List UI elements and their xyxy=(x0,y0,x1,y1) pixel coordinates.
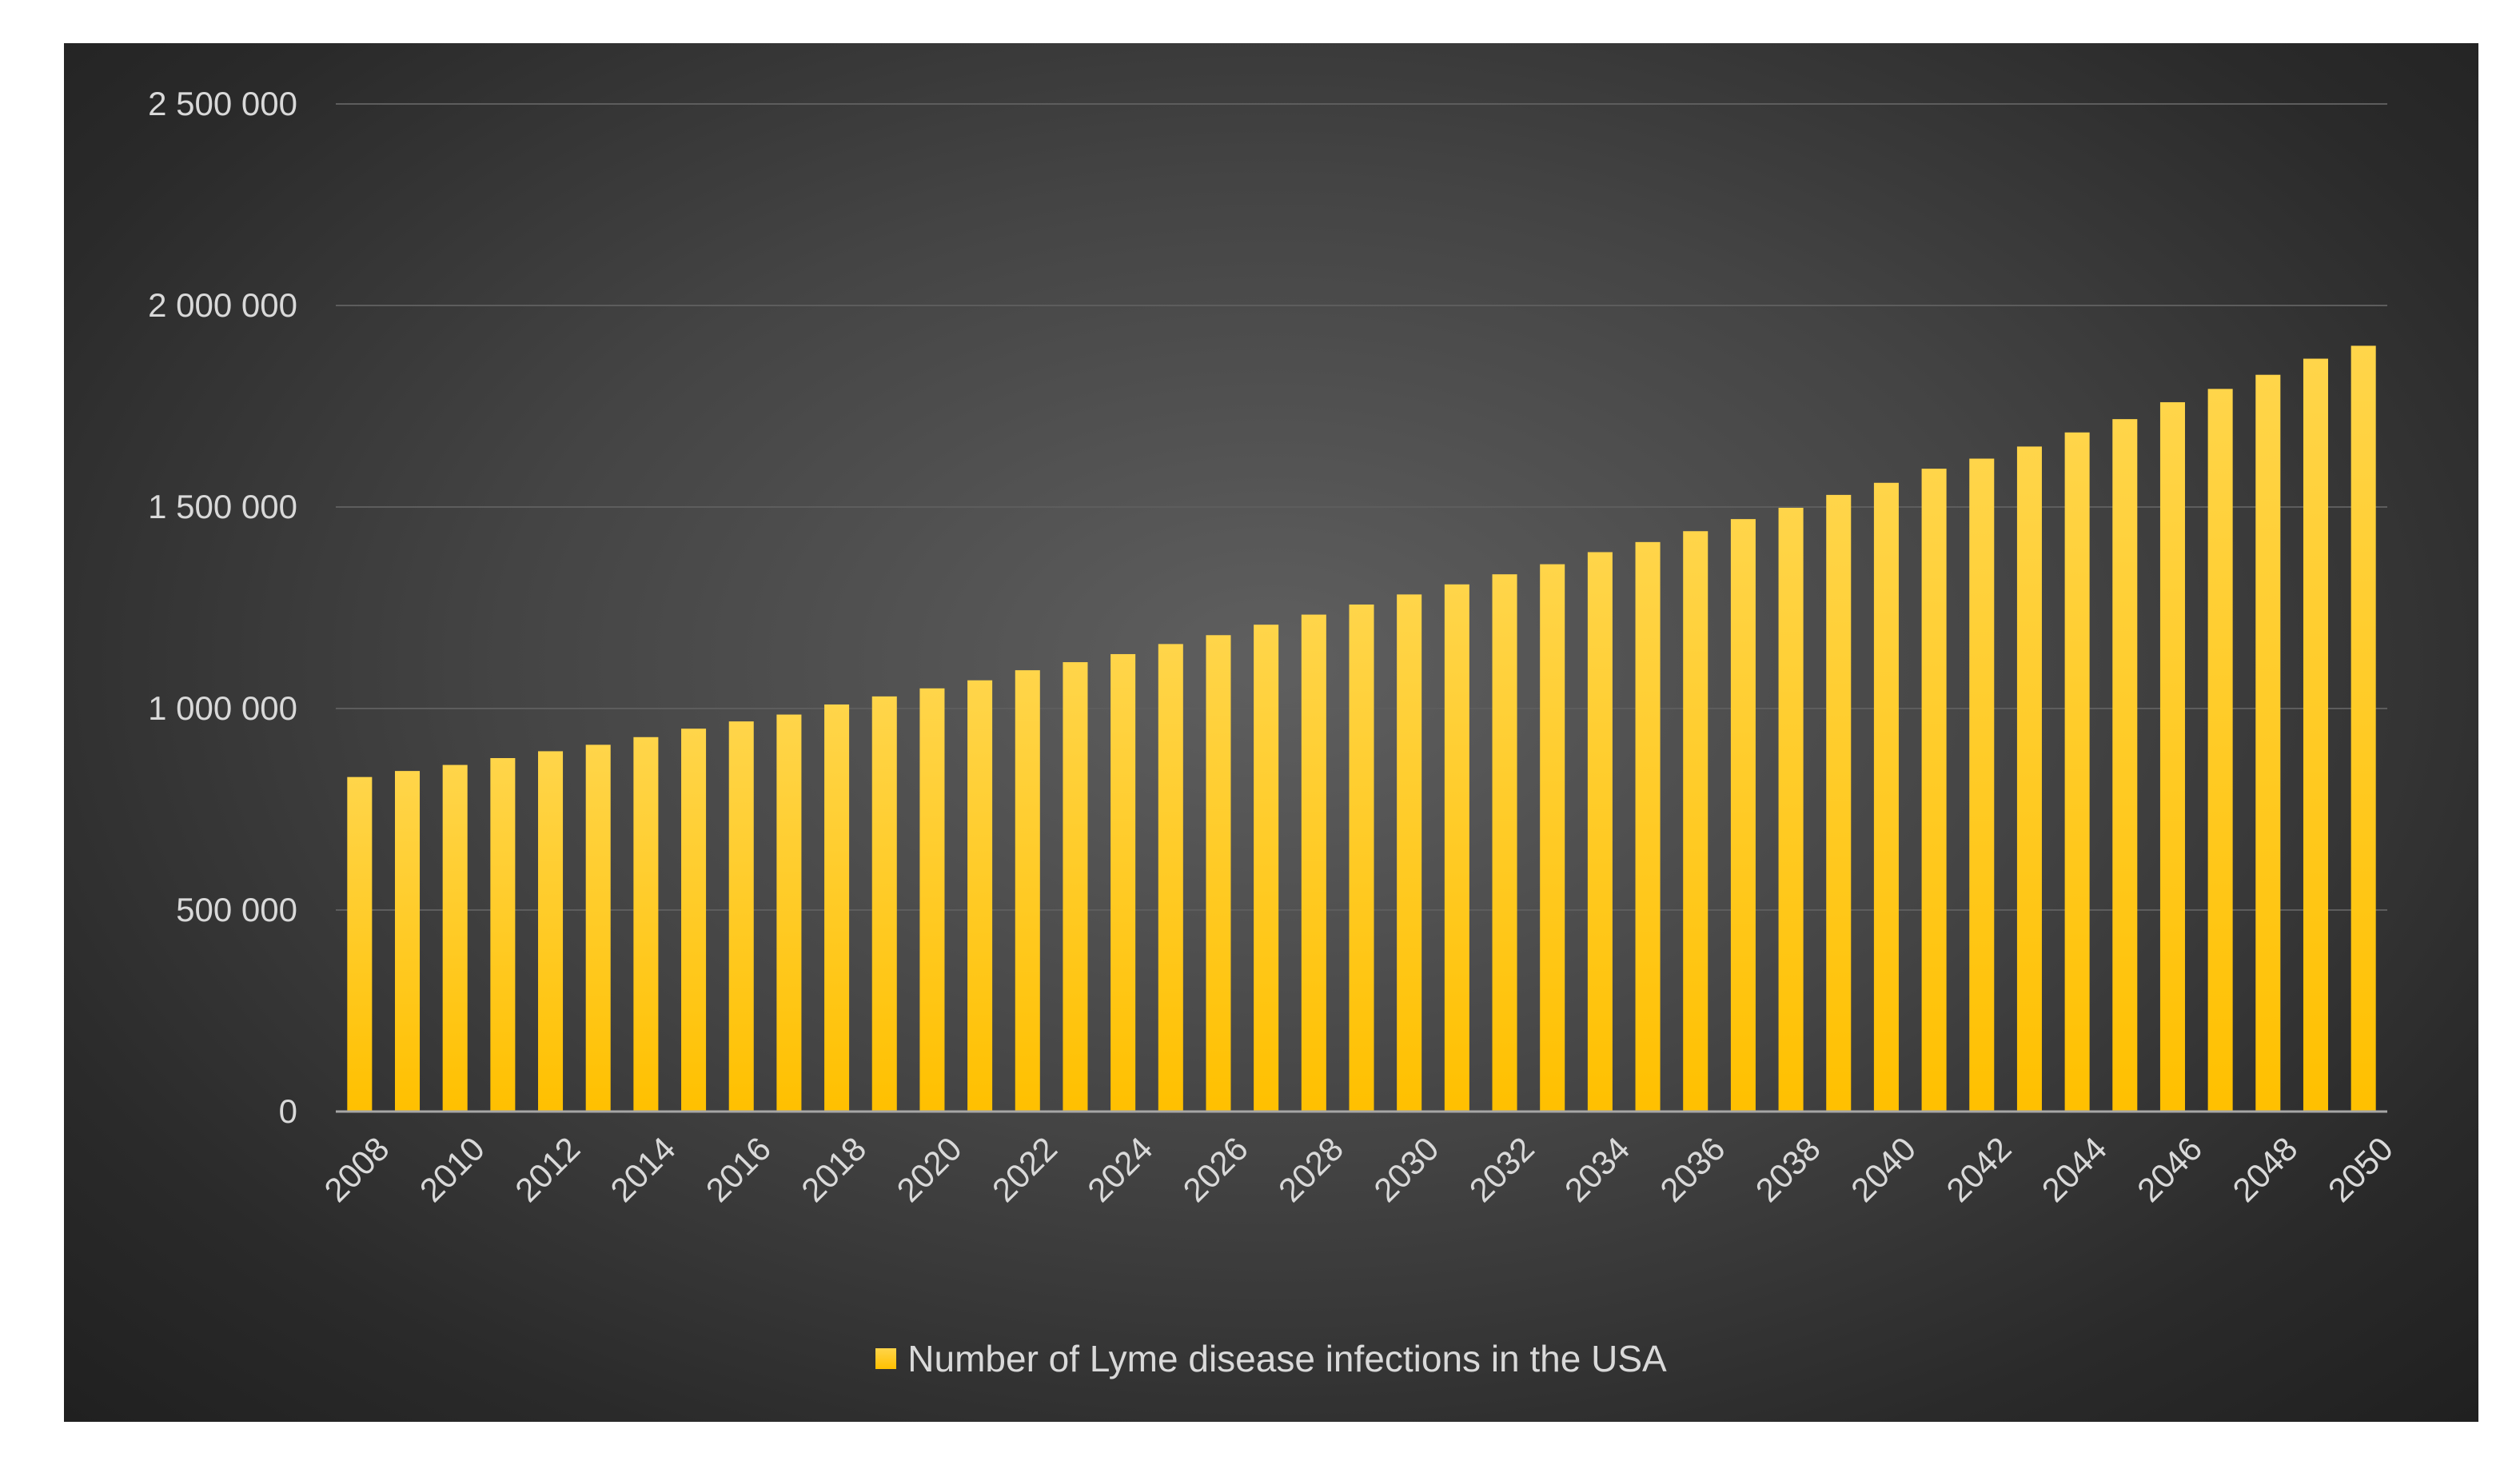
bar-2014 xyxy=(633,736,659,1112)
bar-2034 xyxy=(1587,552,1613,1112)
chart-panel: 0 500 000 1 000 000 1 500 000 2 000 000 2 500… xyxy=(64,43,2478,1422)
bars xyxy=(347,345,2376,1112)
x-tick-label: 2046 xyxy=(2130,1130,2209,1209)
bar-2049 xyxy=(2303,358,2329,1112)
x-tick-label: 2034 xyxy=(1557,1130,1637,1209)
bar-2043 xyxy=(2016,446,2042,1112)
bar-2036 xyxy=(1683,531,1709,1112)
x-tick-label: 2040 xyxy=(1844,1130,1923,1209)
bar-2019 xyxy=(871,696,897,1112)
x-tick-label: 2050 xyxy=(2321,1130,2400,1209)
x-tick-label: 2036 xyxy=(1653,1130,1732,1209)
legend-label: Number of Lyme disease infections in the… xyxy=(907,1338,1667,1379)
x-tick-label: 2030 xyxy=(1366,1130,1445,1209)
bar-2026 xyxy=(1206,635,1231,1112)
x-tick-label: 2032 xyxy=(1462,1130,1541,1209)
x-tick-label: 2022 xyxy=(985,1130,1064,1209)
legend: Number of Lyme disease infections in the… xyxy=(64,1337,2478,1380)
x-tick-label: 2026 xyxy=(1176,1130,1255,1209)
x-tick-label: 2038 xyxy=(1748,1130,1828,1209)
bar-2020 xyxy=(919,688,945,1112)
bar-2021 xyxy=(967,680,993,1112)
bar-2015 xyxy=(681,729,707,1112)
x-tick-label: 2010 xyxy=(413,1130,492,1209)
legend-swatch xyxy=(875,1348,897,1369)
bar-2029 xyxy=(1349,604,1374,1112)
bar-2033 xyxy=(1540,564,1565,1112)
y-tick-label: 1 000 000 xyxy=(148,689,297,727)
bar-2035 xyxy=(1635,541,1661,1112)
bar-2039 xyxy=(1826,494,1852,1112)
bar-2032 xyxy=(1492,574,1517,1112)
y-tick-label: 0 xyxy=(279,1092,297,1130)
bar-2009 xyxy=(394,771,421,1112)
bar-2046 xyxy=(2159,401,2185,1112)
bar-2024 xyxy=(1110,653,1136,1112)
y-tick-label: 500 000 xyxy=(176,891,297,928)
x-tick-label: 2016 xyxy=(699,1130,778,1209)
bar-2028 xyxy=(1301,614,1326,1112)
y-tick-label: 2 500 000 xyxy=(148,85,297,122)
bar-2023 xyxy=(1063,662,1088,1112)
bar-2011 xyxy=(490,757,516,1112)
x-tick-label: 2042 xyxy=(1939,1130,2018,1209)
bar-2048 xyxy=(2255,374,2281,1112)
bar-2030 xyxy=(1397,594,1422,1112)
x-tick-label: 2028 xyxy=(1271,1130,1350,1209)
x-axis-labels: 2008 2010 2012 2014 2016 2018 2020 2022 2024 2026… xyxy=(317,1130,2400,1209)
bar-2041 xyxy=(1921,469,1947,1112)
x-tick-label: 2044 xyxy=(2035,1130,2114,1209)
bar-2040 xyxy=(1873,482,1899,1112)
bar-2047 xyxy=(2207,389,2233,1112)
bar-2016 xyxy=(728,721,754,1112)
x-tick-label: 2024 xyxy=(1080,1130,1159,1209)
bar-2012 xyxy=(538,751,564,1112)
x-tick-label: 2014 xyxy=(603,1130,682,1209)
bar-2042 xyxy=(1969,458,1995,1112)
x-tick-label: 2012 xyxy=(508,1130,587,1209)
bar-2022 xyxy=(1015,670,1040,1112)
bar-2025 xyxy=(1158,644,1183,1112)
y-tick-label: 1 500 000 xyxy=(148,488,297,525)
bar-2013 xyxy=(585,744,611,1112)
bar-2031 xyxy=(1444,584,1469,1112)
bar-2008 xyxy=(347,776,373,1112)
x-tick-label: 2020 xyxy=(889,1130,968,1209)
y-axis-labels: 0 500 000 1 000 000 1 500 000 2 000 000 2 500… xyxy=(148,85,297,1130)
x-tick-label: 2008 xyxy=(317,1130,396,1209)
x-tick-label: 2018 xyxy=(794,1130,873,1209)
gridlines xyxy=(336,103,2387,911)
bar-chart: 0 500 000 1 000 000 1 500 000 2 000 000 2 500… xyxy=(148,85,2400,1209)
y-tick-label: 2 000 000 xyxy=(148,286,297,324)
bar-2037 xyxy=(1730,519,1756,1112)
bar-2018 xyxy=(824,704,850,1112)
bar-2045 xyxy=(2112,419,2138,1112)
bar-2050 xyxy=(2351,345,2376,1112)
bar-2038 xyxy=(1778,508,1804,1112)
bar-2017 xyxy=(776,714,802,1112)
bar-2027 xyxy=(1254,625,1279,1112)
x-tick-label: 2048 xyxy=(2225,1130,2304,1209)
bar-2010 xyxy=(442,764,468,1112)
bar-2044 xyxy=(2064,432,2090,1112)
